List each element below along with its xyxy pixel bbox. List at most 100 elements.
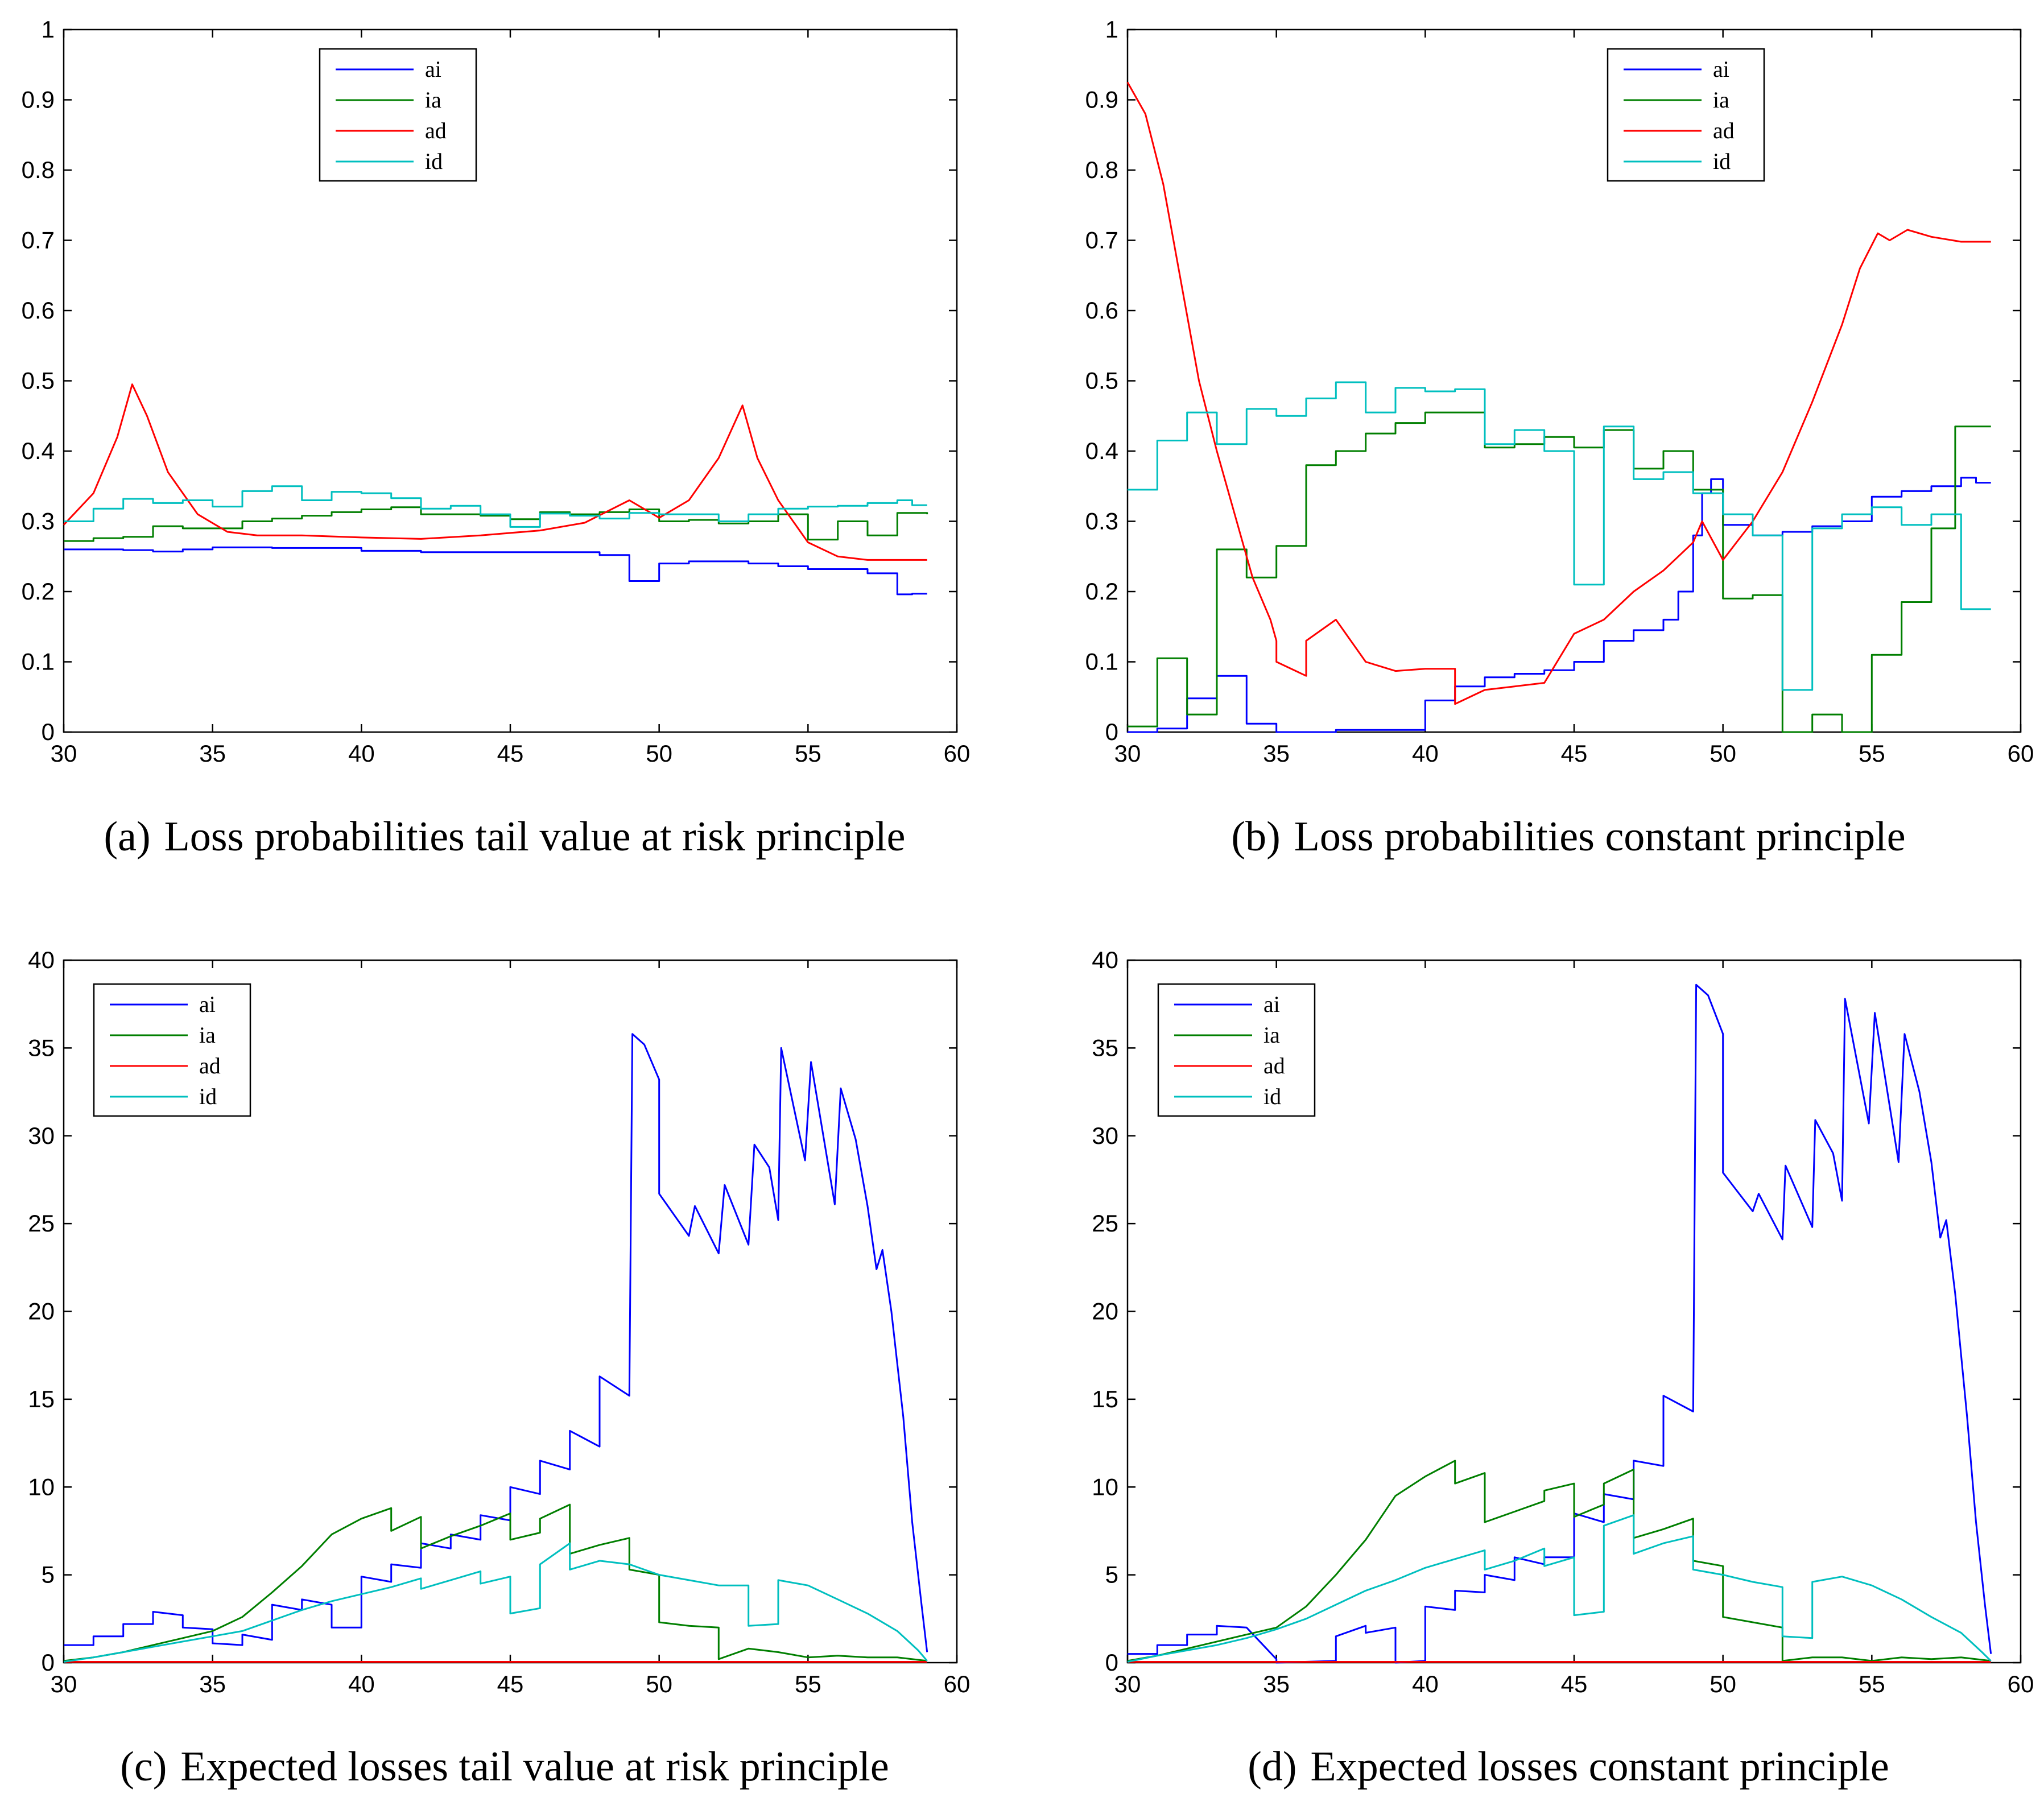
legend-label-id: id	[1713, 148, 1731, 174]
x-tick-label: 50	[1709, 1671, 1736, 1697]
series-line-id	[63, 1542, 928, 1663]
x-tick-label: 45	[497, 1671, 524, 1697]
caption: (b) Loss probabilities constant principle	[1231, 813, 1905, 860]
legend-box	[1157, 983, 1316, 1117]
series-line-ai	[1128, 477, 1991, 733]
series-line-id	[1127, 1514, 1992, 1663]
series-line-ad	[1126, 81, 1991, 705]
y-tick-label: 0.8	[22, 156, 55, 183]
y-tick-label: 15	[28, 1386, 55, 1412]
x-tick-label: 45	[1561, 1671, 1588, 1697]
y-tick-label: 0.3	[1085, 508, 1118, 535]
panel-b: 30 35 40 45 50 55 60 0 0.1 0.2 0.3 0.4 0.5 0.6 0.7 0.8 0…	[1085, 16, 2034, 860]
y-tick-label: 0.6	[1085, 297, 1118, 324]
legend-label-ai: ai	[1713, 56, 1729, 82]
y-tick-label: 0.2	[1085, 578, 1118, 605]
y-tick-label: 20	[28, 1298, 55, 1325]
x-tick-label: 40	[1412, 1671, 1439, 1697]
x-tick-label: 55	[1859, 1671, 1885, 1697]
y-tick-label: 0.2	[22, 578, 55, 605]
series-line-id	[1128, 381, 1991, 691]
legend-label-ia: ia	[199, 1022, 216, 1048]
x-tick-label: 30	[51, 1671, 77, 1697]
caption-text: Loss probabilities constant principle	[1294, 813, 1906, 860]
x-tick-label: 30	[51, 740, 77, 767]
legend-box	[93, 983, 251, 1117]
legend-label-ia: ia	[1713, 87, 1729, 113]
y-tick-label: 0	[1105, 1649, 1118, 1676]
x-tick-label: 35	[199, 740, 226, 767]
x-tick-label: 35	[1263, 1671, 1290, 1697]
y-tick-label: 15	[1092, 1386, 1118, 1412]
caption: (c) Expected losses tail value at risk pr…	[120, 1743, 889, 1790]
y-tick-label: 0.7	[1085, 227, 1118, 254]
caption-label: (d)	[1248, 1743, 1296, 1790]
panel-a: 30 35 40 45 50 55 60 0 0.1 0.2 0.3 0.4 0.5 0.6 0.7 0.8 0…	[22, 16, 971, 860]
legend-label-id: id	[1263, 1084, 1281, 1109]
y-tick-label: 1	[1105, 16, 1118, 43]
y-tick-label: 0.5	[1085, 367, 1118, 394]
caption-text: Expected losses tail value at risk princ…	[180, 1743, 889, 1790]
caption-text: Loss probabilities tail value at risk pr…	[164, 813, 906, 860]
y-tick-label: 35	[1092, 1034, 1118, 1061]
y-tick-label: 1	[42, 16, 55, 43]
y-tick-label: 5	[42, 1561, 55, 1588]
legend-label-ad: ad	[1713, 118, 1735, 143]
x-tick-label: 50	[1709, 740, 1736, 767]
legend-label-ia: ia	[425, 87, 441, 113]
y-tick-label: 0.4	[22, 437, 55, 464]
y-tick-label: 0	[42, 718, 55, 745]
legend-box	[319, 48, 477, 182]
x-tick-label: 30	[1114, 740, 1141, 767]
legend-label-ad: ad	[1263, 1053, 1285, 1078]
y-tick-label: 0.1	[22, 648, 55, 675]
y-tick-label: 0.5	[22, 367, 55, 394]
x-tick-label: 50	[646, 1671, 672, 1697]
y-tick-label: 0	[42, 1649, 55, 1676]
caption-label: (b)	[1231, 813, 1280, 860]
plot-area	[1126, 28, 2022, 733]
legend-box	[1607, 48, 1765, 182]
panel-d: 30 35 40 45 50 55 60 0 5 10 15 20 25 30 35 40 ai ia ad id (d…	[1092, 947, 2034, 1790]
caption-text: Expected losses constant principle	[1311, 1743, 1889, 1790]
series-line-id	[64, 485, 927, 528]
y-tick-label: 0.7	[22, 227, 55, 254]
series-line-ia	[63, 1503, 927, 1662]
legend-label-ad: ad	[425, 118, 447, 143]
caption-label: (c)	[120, 1743, 167, 1790]
y-tick-label: 35	[28, 1034, 55, 1061]
caption-label: (a)	[104, 813, 150, 860]
caption: (a) Loss probabilities tail value at risk…	[104, 813, 905, 860]
y-tick-label: 0.1	[1085, 648, 1118, 675]
x-tick-label: 40	[348, 740, 375, 767]
y-tick-label: 0	[1105, 718, 1118, 745]
y-tick-label: 30	[1092, 1122, 1118, 1149]
legend-label-ia: ia	[1263, 1022, 1280, 1048]
legend-label-ai: ai	[1263, 991, 1280, 1017]
x-tick-label: 50	[646, 740, 672, 767]
y-tick-label: 40	[1092, 947, 1118, 973]
y-tick-label: 0.4	[1085, 437, 1118, 464]
y-tick-label: 40	[28, 947, 55, 973]
x-tick-label: 45	[1561, 740, 1588, 767]
caption: (d) Expected losses constant principle	[1248, 1743, 1889, 1790]
y-tick-label: 5	[1105, 1561, 1118, 1588]
series-line-ad	[63, 383, 927, 561]
series-line-ia	[1128, 411, 1991, 733]
x-tick-label: 60	[944, 1671, 971, 1697]
y-tick-label: 25	[1092, 1210, 1118, 1237]
x-tick-label: 45	[497, 740, 524, 767]
x-tick-label: 40	[348, 1671, 375, 1697]
y-tick-label: 0.3	[22, 508, 55, 535]
y-tick-label: 0.9	[22, 86, 55, 113]
series-line-ai	[64, 546, 927, 596]
x-tick-label: 35	[199, 1671, 226, 1697]
x-tick-label: 30	[1114, 1671, 1141, 1697]
y-tick-label: 30	[28, 1122, 55, 1149]
y-tick-label: 25	[28, 1210, 55, 1237]
y-tick-label: 0.8	[1085, 156, 1118, 183]
x-tick-label: 60	[2008, 1671, 2034, 1697]
legend-label-ad: ad	[199, 1053, 221, 1078]
y-tick-label: 10	[1092, 1473, 1118, 1500]
